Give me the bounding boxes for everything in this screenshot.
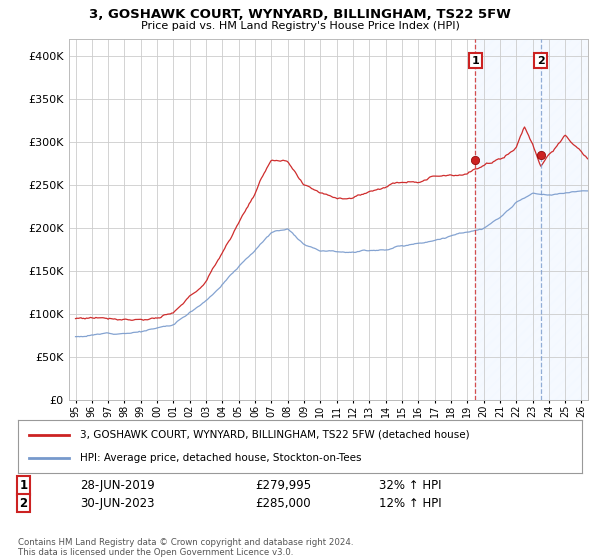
Text: 2: 2 — [537, 55, 545, 66]
Text: £279,995: £279,995 — [255, 479, 311, 492]
Text: Contains HM Land Registry data © Crown copyright and database right 2024.
This d: Contains HM Land Registry data © Crown c… — [18, 538, 353, 557]
Bar — [475, 39, 596, 400]
Bar — [475, 39, 596, 400]
Text: 2: 2 — [20, 497, 28, 510]
Text: HPI: Average price, detached house, Stockton-on-Tees: HPI: Average price, detached house, Stoc… — [80, 453, 362, 463]
Text: 3, GOSHAWK COURT, WYNYARD, BILLINGHAM, TS22 5FW: 3, GOSHAWK COURT, WYNYARD, BILLINGHAM, T… — [89, 8, 511, 21]
Text: 28-JUN-2019: 28-JUN-2019 — [80, 479, 155, 492]
Text: £285,000: £285,000 — [255, 497, 311, 510]
Text: 3, GOSHAWK COURT, WYNYARD, BILLINGHAM, TS22 5FW (detached house): 3, GOSHAWK COURT, WYNYARD, BILLINGHAM, T… — [80, 430, 470, 440]
Text: 32% ↑ HPI: 32% ↑ HPI — [379, 479, 442, 492]
Text: 1: 1 — [20, 479, 28, 492]
Text: 1: 1 — [472, 55, 479, 66]
Text: Price paid vs. HM Land Registry's House Price Index (HPI): Price paid vs. HM Land Registry's House … — [140, 21, 460, 31]
Text: 30-JUN-2023: 30-JUN-2023 — [80, 497, 155, 510]
Text: 12% ↑ HPI: 12% ↑ HPI — [379, 497, 442, 510]
